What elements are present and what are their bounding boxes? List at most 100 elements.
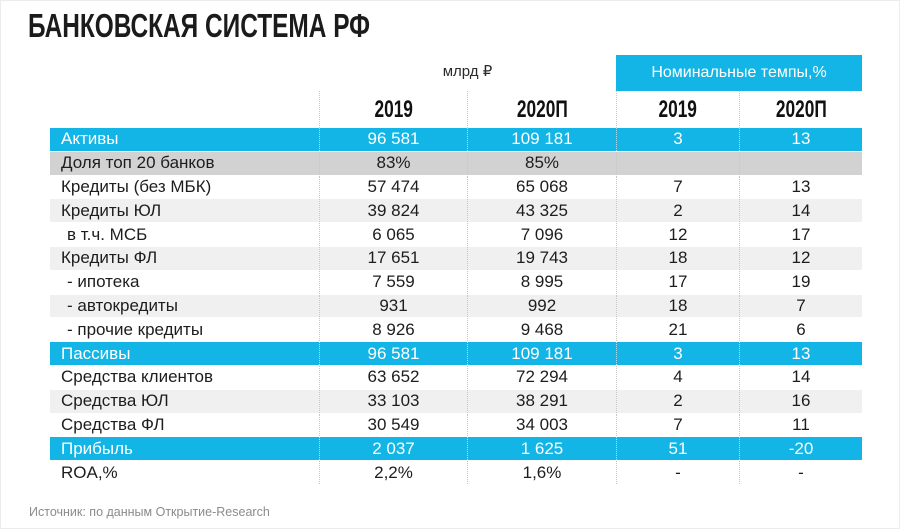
row-label: - прочие кредиты: [67, 319, 204, 339]
table-row: Средства ЮЛ 33 103 38 291 2 16: [50, 389, 862, 413]
rates-group-header: Номинальные темпы,%: [616, 55, 862, 91]
cell-value: 96 581: [319, 342, 467, 365]
table-section-row: Активы 96 581 109 181 3 13: [50, 128, 862, 151]
cell-value: 7: [739, 294, 862, 318]
cell-value: 17: [739, 223, 862, 246]
table-row: ROA,% 2,2% 1,6% - -: [50, 461, 862, 484]
cell-value: [616, 151, 739, 175]
table-row: Доля топ 20 банков 83% 85%: [50, 151, 862, 175]
cell-value: 13: [739, 175, 862, 199]
cell-value: 30 549: [319, 413, 467, 437]
cell-value: 16: [739, 389, 862, 413]
row-label: Средства ЮЛ: [61, 391, 169, 411]
table-row: Кредиты ЮЛ 39 824 43 325 2 14: [50, 199, 862, 223]
row-label: Пассивы: [61, 343, 131, 363]
cell-value: 85%: [467, 151, 616, 175]
table-row: Кредиты ФЛ 17 651 19 743 18 12: [50, 246, 862, 270]
table-section-row: Пассивы 96 581 109 181 3 13: [50, 342, 862, 365]
cell-value: 83%: [319, 151, 467, 175]
cell-value: 3: [616, 342, 739, 365]
row-label: Средства клиентов: [61, 367, 214, 387]
cell-value: 2: [616, 389, 739, 413]
cell-value: 12: [739, 246, 862, 270]
cell-value: 96 581: [319, 128, 467, 151]
cell-value: 14: [739, 199, 862, 223]
cell-value: 57 474: [319, 175, 467, 199]
cell-value: 51: [616, 437, 739, 461]
column-header-rate-2020: 2020П: [739, 91, 862, 128]
cell-value: 6 065: [319, 223, 467, 246]
table-row: - прочие кредиты 8 926 9 468 21 6: [50, 318, 862, 342]
cell-value: 2,2%: [319, 461, 467, 484]
cell-value: 21: [616, 318, 739, 342]
cell-value: 43 325: [467, 199, 616, 223]
rates-group-label: Номинальные темпы,%: [651, 64, 827, 81]
row-label: - автокредиты: [67, 295, 178, 315]
cell-value: 33 103: [319, 389, 467, 413]
cell-value: 19 743: [467, 246, 616, 270]
cell-value: 7 096: [467, 223, 616, 246]
cell-value: 63 652: [319, 365, 467, 389]
cell-value: 1 625: [467, 437, 616, 461]
row-label: Доля топ 20 банков: [61, 153, 215, 173]
cell-value: 992: [467, 294, 616, 318]
cell-value: -: [739, 461, 862, 484]
row-label: Кредиты ФЛ: [61, 248, 158, 268]
cell-value: 17 651: [319, 246, 467, 270]
cell-value: 8 926: [319, 318, 467, 342]
cell-value: 14: [739, 365, 862, 389]
cell-value: 3: [616, 128, 739, 151]
cell-value: 1,6%: [467, 461, 616, 484]
cell-value: 18: [616, 294, 739, 318]
table-row: Кредиты (без МБК) 57 474 65 068 7 13: [50, 175, 862, 199]
column-header-rate-2019: 2019: [616, 91, 739, 128]
column-header-rub-2020: 2020П: [467, 91, 616, 128]
row-label: в т.ч. МСБ: [67, 224, 148, 244]
cell-value: 13: [739, 342, 862, 365]
cell-value: 931: [319, 294, 467, 318]
cell-value: 109 181: [467, 342, 616, 365]
cell-value: 17: [616, 270, 739, 294]
cell-value: 109 181: [467, 128, 616, 151]
cell-value: 7: [616, 175, 739, 199]
cell-value: 7: [616, 413, 739, 437]
page-title: БАНКОВСКАЯ СИСТЕМА РФ: [28, 7, 371, 44]
cell-value: -: [616, 461, 739, 484]
cell-value: 11: [739, 413, 862, 437]
cell-value: 13: [739, 128, 862, 151]
row-label: - ипотека: [67, 272, 140, 292]
cell-value: 72 294: [467, 365, 616, 389]
table-section-row: Прибыль 2 037 1 625 51 -20: [50, 437, 862, 461]
row-label: Кредиты (без МБК): [61, 176, 212, 196]
row-label: Прибыль: [61, 438, 133, 458]
table-row: в т.ч. МСБ 6 065 7 096 12 17: [50, 223, 862, 246]
column-header-rub-2019: 2019: [319, 91, 467, 128]
cell-value: -20: [739, 437, 862, 461]
cell-value: 65 068: [467, 175, 616, 199]
row-label: Средства ФЛ: [61, 414, 165, 434]
column-header-row: 2019 2020П 2019 2020П: [319, 91, 862, 128]
cell-value: 39 824: [319, 199, 467, 223]
table-row: Средства ФЛ 30 549 34 003 7 11: [50, 413, 862, 437]
cell-value: 8 995: [467, 270, 616, 294]
cell-value: 4: [616, 365, 739, 389]
cell-value: 2: [616, 199, 739, 223]
cell-value: 6: [739, 318, 862, 342]
source-note: Источник: по данным Открытие-Research: [29, 505, 270, 519]
cell-value: 38 291: [467, 389, 616, 413]
cell-value: 2 037: [319, 437, 467, 461]
cell-value: 18: [616, 246, 739, 270]
cell-value: [739, 151, 862, 175]
table-row: - автокредиты 931 992 18 7: [50, 294, 862, 318]
cell-value: 12: [616, 223, 739, 246]
cell-value: 9 468: [467, 318, 616, 342]
row-label: Кредиты ЮЛ: [61, 200, 162, 220]
table-row: Средства клиентов 63 652 72 294 4 14: [50, 365, 862, 389]
cell-value: 19: [739, 270, 862, 294]
cell-value: 34 003: [467, 413, 616, 437]
data-table: Активы 96 581 109 181 3 13 Доля топ 20 банков…: [50, 128, 862, 484]
cell-value: 7 559: [319, 270, 467, 294]
row-label: Активы: [61, 129, 119, 149]
table-row: - ипотека 7 559 8 995 17 19: [50, 270, 862, 294]
